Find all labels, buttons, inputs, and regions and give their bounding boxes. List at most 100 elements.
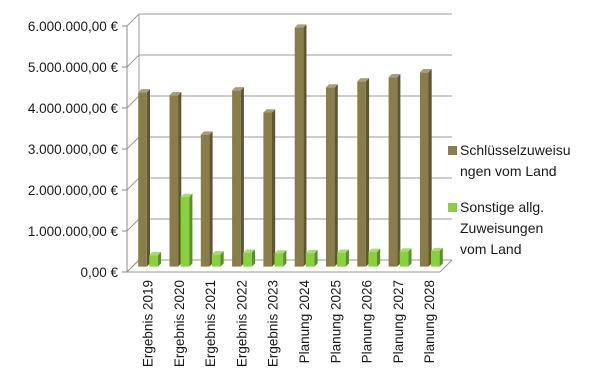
bar-side: [314, 249, 318, 267]
bar-top: [138, 89, 150, 93]
gridline-side: [126, 259, 140, 273]
bar-front: [368, 251, 377, 267]
y-tick-label: 2.000.000,00 €: [28, 183, 119, 198]
legend-label: ngen vom Land: [460, 163, 557, 179]
bar-top: [326, 84, 338, 88]
bar-top: [388, 73, 401, 78]
bar-sonstige: [149, 251, 162, 267]
gridline-side: [126, 95, 140, 109]
x-tick-label: Ergebnis 2020: [172, 280, 187, 367]
bar-sonstige: [180, 193, 193, 267]
bar-schluessel: [419, 69, 432, 267]
bar-sonstige: [399, 248, 412, 267]
legend-swatch: [448, 146, 457, 155]
bar-front: [200, 134, 210, 267]
bar-schluessel: [263, 109, 276, 267]
bar-top: [263, 109, 276, 113]
bar-side: [345, 249, 349, 267]
bar-schluessel: [169, 92, 182, 267]
bar-top: [399, 248, 412, 252]
gridline-side: [126, 54, 140, 68]
legend-label: Schlüsselzuweisu: [460, 142, 571, 158]
bar-schluessel: [357, 78, 370, 267]
y-tick-label: 1.000.000,00 €: [28, 224, 119, 239]
bar-side: [272, 109, 276, 267]
bar-side: [408, 248, 412, 267]
gridline-side: [126, 177, 140, 191]
bar-sonstige: [431, 247, 443, 267]
bar-sonstige: [243, 249, 255, 267]
bar-side: [334, 84, 338, 267]
bar-schluessel: [232, 87, 244, 267]
y-tick-label: 0,00 €: [80, 265, 118, 280]
bar-schluessel: [294, 24, 307, 267]
bar-front: [180, 196, 190, 267]
bar-top: [211, 251, 224, 255]
bar-sonstige: [337, 249, 349, 267]
legend: Schlüsselzuweisu ngen vom Land Sonstige al…: [448, 142, 571, 257]
bar-side: [240, 87, 244, 267]
bar-top: [305, 249, 318, 254]
bar-side: [377, 248, 381, 267]
bar-front: [305, 253, 315, 267]
bar-side: [283, 250, 287, 267]
bar-side: [251, 249, 255, 267]
y-tick-label: 4.000.000,00 €: [28, 101, 119, 116]
bar-top: [419, 69, 432, 73]
bar-side: [303, 24, 307, 267]
x-tick-label: Planung 2026: [360, 280, 375, 363]
y-axis: [122, 25, 128, 273]
y-tick-label: 6.000.000,00 €: [28, 19, 119, 34]
bar-side: [209, 131, 213, 267]
x-tick-label: Planung 2027: [391, 280, 406, 363]
bar-schluessel: [326, 84, 338, 267]
legend-item-schluessel: Schlüsselzuweisu ngen vom Land: [448, 142, 571, 179]
bar-front: [149, 255, 158, 267]
bar-sonstige: [305, 249, 318, 267]
bar-side: [178, 92, 182, 267]
bar-front: [326, 87, 335, 267]
bar-front: [211, 254, 221, 267]
bar-front: [232, 90, 241, 267]
bar-front: [138, 92, 147, 267]
x-tick-labels: Ergebnis 2019 Ergebnis 2020 Ergebnis 2021 E…: [140, 280, 437, 368]
bar-side: [157, 251, 162, 267]
legend-label: vom Land: [460, 241, 521, 257]
bar-side: [428, 69, 432, 267]
x-tick-label: Ergebnis 2023: [266, 280, 281, 367]
bar-sonstige: [368, 248, 381, 267]
bar-front: [357, 81, 366, 267]
bar-schluessel: [388, 73, 401, 267]
bar-top: [368, 248, 381, 252]
bar-front: [431, 251, 440, 267]
bar-side: [365, 78, 370, 267]
bar-side: [189, 193, 193, 267]
y-tick-label: 3.000.000,00 €: [28, 142, 119, 157]
bar-sonstige: [211, 251, 224, 267]
legend-label: Sonstige allg.: [460, 199, 544, 215]
bar-front: [263, 112, 272, 267]
bar-front: [337, 252, 346, 267]
x-tick-label: Ergebnis 2021: [203, 280, 218, 367]
legend-label: Zuweisungen: [460, 220, 543, 236]
bar-top: [243, 249, 255, 253]
bar-top: [294, 24, 307, 28]
gridline-side: [126, 13, 140, 27]
x-tick-label: Planung 2028: [422, 280, 437, 363]
bar-top: [200, 131, 213, 135]
y-tick-labels: 0,00 € 1.000.000,00 € 2.000.000,00 € 3.000.…: [28, 19, 119, 280]
x-tick-label: Ergebnis 2019: [140, 280, 155, 367]
floor-right-edge: [439, 259, 453, 273]
bar-front: [169, 95, 179, 267]
gridline-side: [126, 218, 140, 232]
y-tick-label: 5.000.000,00 €: [28, 60, 119, 75]
x-tick-label: Planung 2024: [297, 280, 312, 364]
bar-front: [419, 72, 429, 267]
bar-top: [232, 87, 244, 91]
bar-top: [180, 193, 193, 197]
bar-schluessel: [138, 89, 150, 267]
gridline-side: [126, 136, 140, 150]
bar-top: [431, 247, 443, 252]
bar-sonstige: [274, 250, 287, 267]
